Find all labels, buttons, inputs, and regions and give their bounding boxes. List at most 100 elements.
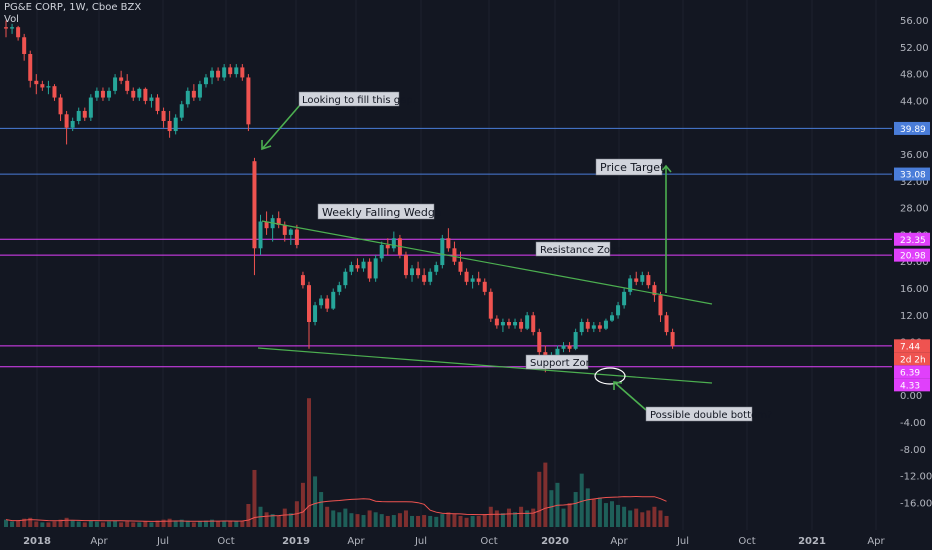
volume-bar: [628, 510, 633, 527]
volume-bar: [379, 514, 384, 527]
candle-body: [458, 261, 463, 272]
candle-body: [525, 315, 530, 329]
candle-body: [422, 275, 427, 282]
volume-bar: [137, 522, 142, 527]
volume-bar: [543, 462, 548, 527]
candle-body: [155, 97, 160, 111]
target-label[interactable]: Price Target: [595, 158, 665, 176]
candle-body: [416, 268, 421, 276]
volume-bar: [361, 515, 366, 527]
candle-body: [494, 318, 499, 326]
candle-body: [652, 285, 657, 296]
candle-body: [197, 84, 202, 98]
candle-body: [161, 110, 166, 121]
volume-bar: [82, 522, 87, 527]
volume-bar: [300, 482, 305, 527]
candle-body: [664, 315, 669, 333]
candle-body: [4, 27, 8, 29]
candle-body: [82, 110, 87, 118]
resistance-label[interactable]: Resistance Zone: [535, 241, 623, 257]
candle-body: [391, 238, 396, 249]
volume-bar: [191, 522, 196, 527]
candle-body: [488, 291, 493, 319]
volume-bar: [313, 476, 318, 527]
candle-body: [349, 265, 354, 272]
candle-body: [149, 97, 154, 101]
volume-bar: [446, 512, 451, 527]
volume-bar: [470, 515, 475, 527]
candle-body: [22, 37, 27, 54]
gap-label[interactable]: Looking to fill this gap.: [298, 91, 416, 107]
volume-bar: [149, 522, 154, 527]
candle-body: [210, 70, 215, 78]
candle-body: [440, 238, 445, 266]
candle-body: [379, 244, 384, 259]
candle-body: [282, 224, 287, 235]
time-tick: Jul: [156, 536, 169, 547]
volume-bar: [603, 503, 608, 527]
volume-bar: [76, 521, 81, 527]
candle-body: [385, 244, 390, 249]
candle-body: [125, 80, 130, 91]
candle-body: [597, 325, 602, 329]
price-badge-text: 7.44: [900, 342, 920, 352]
candle-body: [622, 291, 627, 306]
double-arrow-head: [613, 381, 623, 390]
volume-bar: [476, 515, 481, 527]
volume-bar: [573, 492, 578, 527]
volume-bar: [216, 521, 221, 527]
volume-bar: [252, 469, 257, 527]
price-badge-text: 2d 2h: [900, 355, 926, 365]
annotation-labels: Looking to fill this gap. Price Target W…: [298, 91, 772, 422]
candle-body: [94, 90, 99, 98]
price-tick: -12.00: [900, 472, 932, 483]
double-bottom-circle: [594, 367, 626, 385]
volume-bar: [337, 512, 342, 527]
candle-body: [185, 90, 190, 105]
price-tick: 48.00: [900, 70, 929, 81]
volume-bar: [440, 514, 445, 527]
time-tick: Oct: [217, 536, 234, 547]
double-bottom-label[interactable]: Possible double bottom?: [645, 406, 772, 422]
volume-bar: [197, 521, 202, 527]
candle-body: [331, 291, 336, 309]
volume-bar: [367, 510, 372, 527]
time-axis[interactable]: 2018 Apr Jul Oct 2019 Apr Jul Oct 2020 Apr Jul Oct 2…: [0, 531, 932, 550]
time-tick: Jul: [414, 536, 427, 547]
candle-body: [573, 332, 578, 349]
candle-body: [119, 77, 124, 81]
support-label[interactable]: Support Zone: [525, 354, 598, 370]
volume-bar: [161, 519, 166, 527]
wedge-label[interactable]: Weekly Falling Wedge: [317, 203, 442, 220]
volume-bar: [579, 473, 584, 527]
price-axis[interactable]: 56.0052.0048.0044.0040.0036.0032.0028.00…: [893, 0, 932, 550]
volume-bar: [288, 513, 293, 527]
resistance-label-text: Resistance Zone: [540, 245, 623, 256]
price-tick: 56.00: [900, 16, 929, 27]
candle-body: [519, 322, 524, 329]
price-tick: 32.00: [900, 177, 929, 188]
price-tick: -8.00: [900, 445, 926, 456]
candle-body: [107, 90, 112, 98]
price-tick: 36.00: [900, 150, 929, 161]
candle-body: [355, 265, 360, 269]
volume-bar: [458, 515, 463, 527]
candle-body: [10, 27, 15, 29]
volume-bar: [422, 515, 427, 527]
price-badge: [894, 352, 930, 366]
price-badge: [894, 339, 930, 353]
volume-bar: [397, 513, 402, 527]
volume-bar: [107, 521, 112, 527]
volume-bar: [125, 521, 130, 527]
vertical-lines: [36, 0, 877, 530]
volume-bar: [40, 522, 45, 527]
volume-bar: [482, 514, 487, 527]
volume-bar: [307, 398, 311, 527]
candle-body: [579, 322, 584, 333]
price-axis-bg: [893, 0, 932, 550]
candle-body: [640, 275, 645, 282]
price-badge: [894, 378, 930, 392]
candle-body: [361, 261, 366, 269]
time-tick: Jul: [676, 536, 689, 547]
